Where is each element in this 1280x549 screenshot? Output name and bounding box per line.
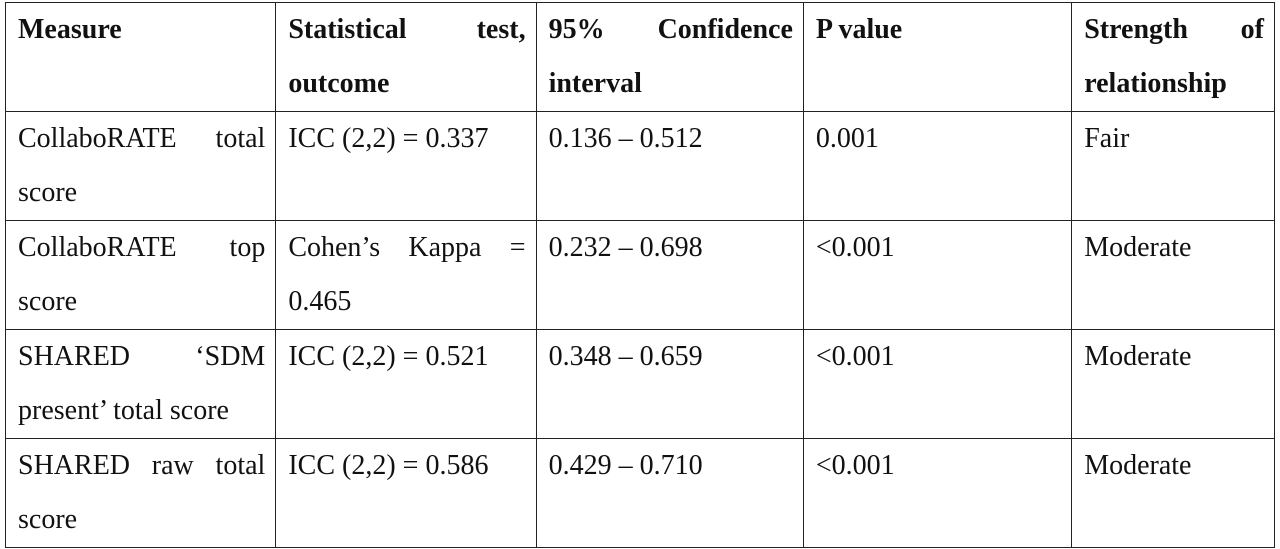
cell-test-line-1: ICC (2,2) = 0.521 xyxy=(288,341,489,372)
cell-measure-line-1: CollaboRATE top xyxy=(18,232,266,263)
cell-strength: Fair xyxy=(1071,111,1275,221)
cell-strength: Moderate xyxy=(1071,329,1275,439)
cell-measure-line-2: present’ total score xyxy=(18,395,229,426)
cell-measure-line-2: score xyxy=(18,177,78,208)
table-row: SHARED raw total score ICC (2,2) = 0.586… xyxy=(4,438,1275,548)
cell-test: ICC (2,2) = 0.586 xyxy=(275,438,537,548)
header-confidence-interval-line-2: interval xyxy=(548,68,642,99)
cell-measure: CollaboRATE top score xyxy=(4,220,277,330)
cell-test-line-1: ICC (2,2) = 0.586 xyxy=(288,450,489,481)
header-strength-line-1: Strength of xyxy=(1084,14,1264,45)
cell-p-value: <0.001 xyxy=(802,329,1073,439)
cell-strength: Moderate xyxy=(1071,220,1275,330)
table-row: SHARED ‘SDM present’ total score ICC (2,… xyxy=(4,329,1275,439)
reliability-table: Measure Statistical test, outcome 95% Co… xyxy=(4,2,1275,548)
cell-measure-line-2: score xyxy=(18,504,78,535)
cell-test-line-1: ICC (2,2) = 0.337 xyxy=(288,123,489,154)
cell-measure-line-1: SHARED raw total xyxy=(18,450,266,481)
cell-measure: SHARED ‘SDM present’ total score xyxy=(4,329,277,439)
header-strength: Strength of relationship xyxy=(1071,2,1275,112)
cell-ci: 0.232 – 0.698 xyxy=(535,220,804,330)
header-statistical-test-line-2: outcome xyxy=(288,68,390,99)
cell-test-line-2: 0.465 xyxy=(288,286,352,317)
cell-test: ICC (2,2) = 0.521 xyxy=(275,329,537,439)
table-row: CollaboRATE total score ICC (2,2) = 0.33… xyxy=(4,111,1275,221)
cell-measure-line-2: score xyxy=(18,286,78,317)
header-measure-line-1: Measure xyxy=(18,14,122,45)
cell-measure: CollaboRATE total score xyxy=(4,111,277,221)
cell-ci: 0.136 – 0.512 xyxy=(535,111,804,221)
cell-test-line-1: Cohen’s Kappa = xyxy=(288,232,526,263)
cell-p-value: <0.001 xyxy=(802,438,1073,548)
header-confidence-interval-line-1: 95% Confidence xyxy=(548,14,793,45)
table-row: CollaboRATE top score Cohen’s Kappa = 0.… xyxy=(4,220,1275,330)
cell-strength: Moderate xyxy=(1071,438,1275,548)
header-strength-line-2: relationship xyxy=(1084,68,1227,99)
header-p-value-line-1: P value xyxy=(815,14,903,45)
cell-test: Cohen’s Kappa = 0.465 xyxy=(275,220,537,330)
cell-measure: SHARED raw total score xyxy=(4,438,277,548)
header-confidence-interval: 95% Confidence interval xyxy=(535,2,804,112)
header-statistical-test: Statistical test, outcome xyxy=(275,2,537,112)
cell-p-value: 0.001 xyxy=(802,111,1073,221)
header-p-value: P value xyxy=(802,2,1073,112)
cell-p-value: <0.001 xyxy=(802,220,1073,330)
cell-test: ICC (2,2) = 0.337 xyxy=(275,111,537,221)
cell-ci: 0.429 – 0.710 xyxy=(535,438,804,548)
header-statistical-test-line-1: Statistical test, xyxy=(288,14,526,45)
header-measure: Measure xyxy=(4,2,277,112)
cell-ci: 0.348 – 0.659 xyxy=(535,329,804,439)
table-header-row: Measure Statistical test, outcome 95% Co… xyxy=(4,2,1275,112)
cell-measure-line-1: CollaboRATE total xyxy=(18,123,266,154)
cell-measure-line-1: SHARED ‘SDM xyxy=(18,341,266,372)
